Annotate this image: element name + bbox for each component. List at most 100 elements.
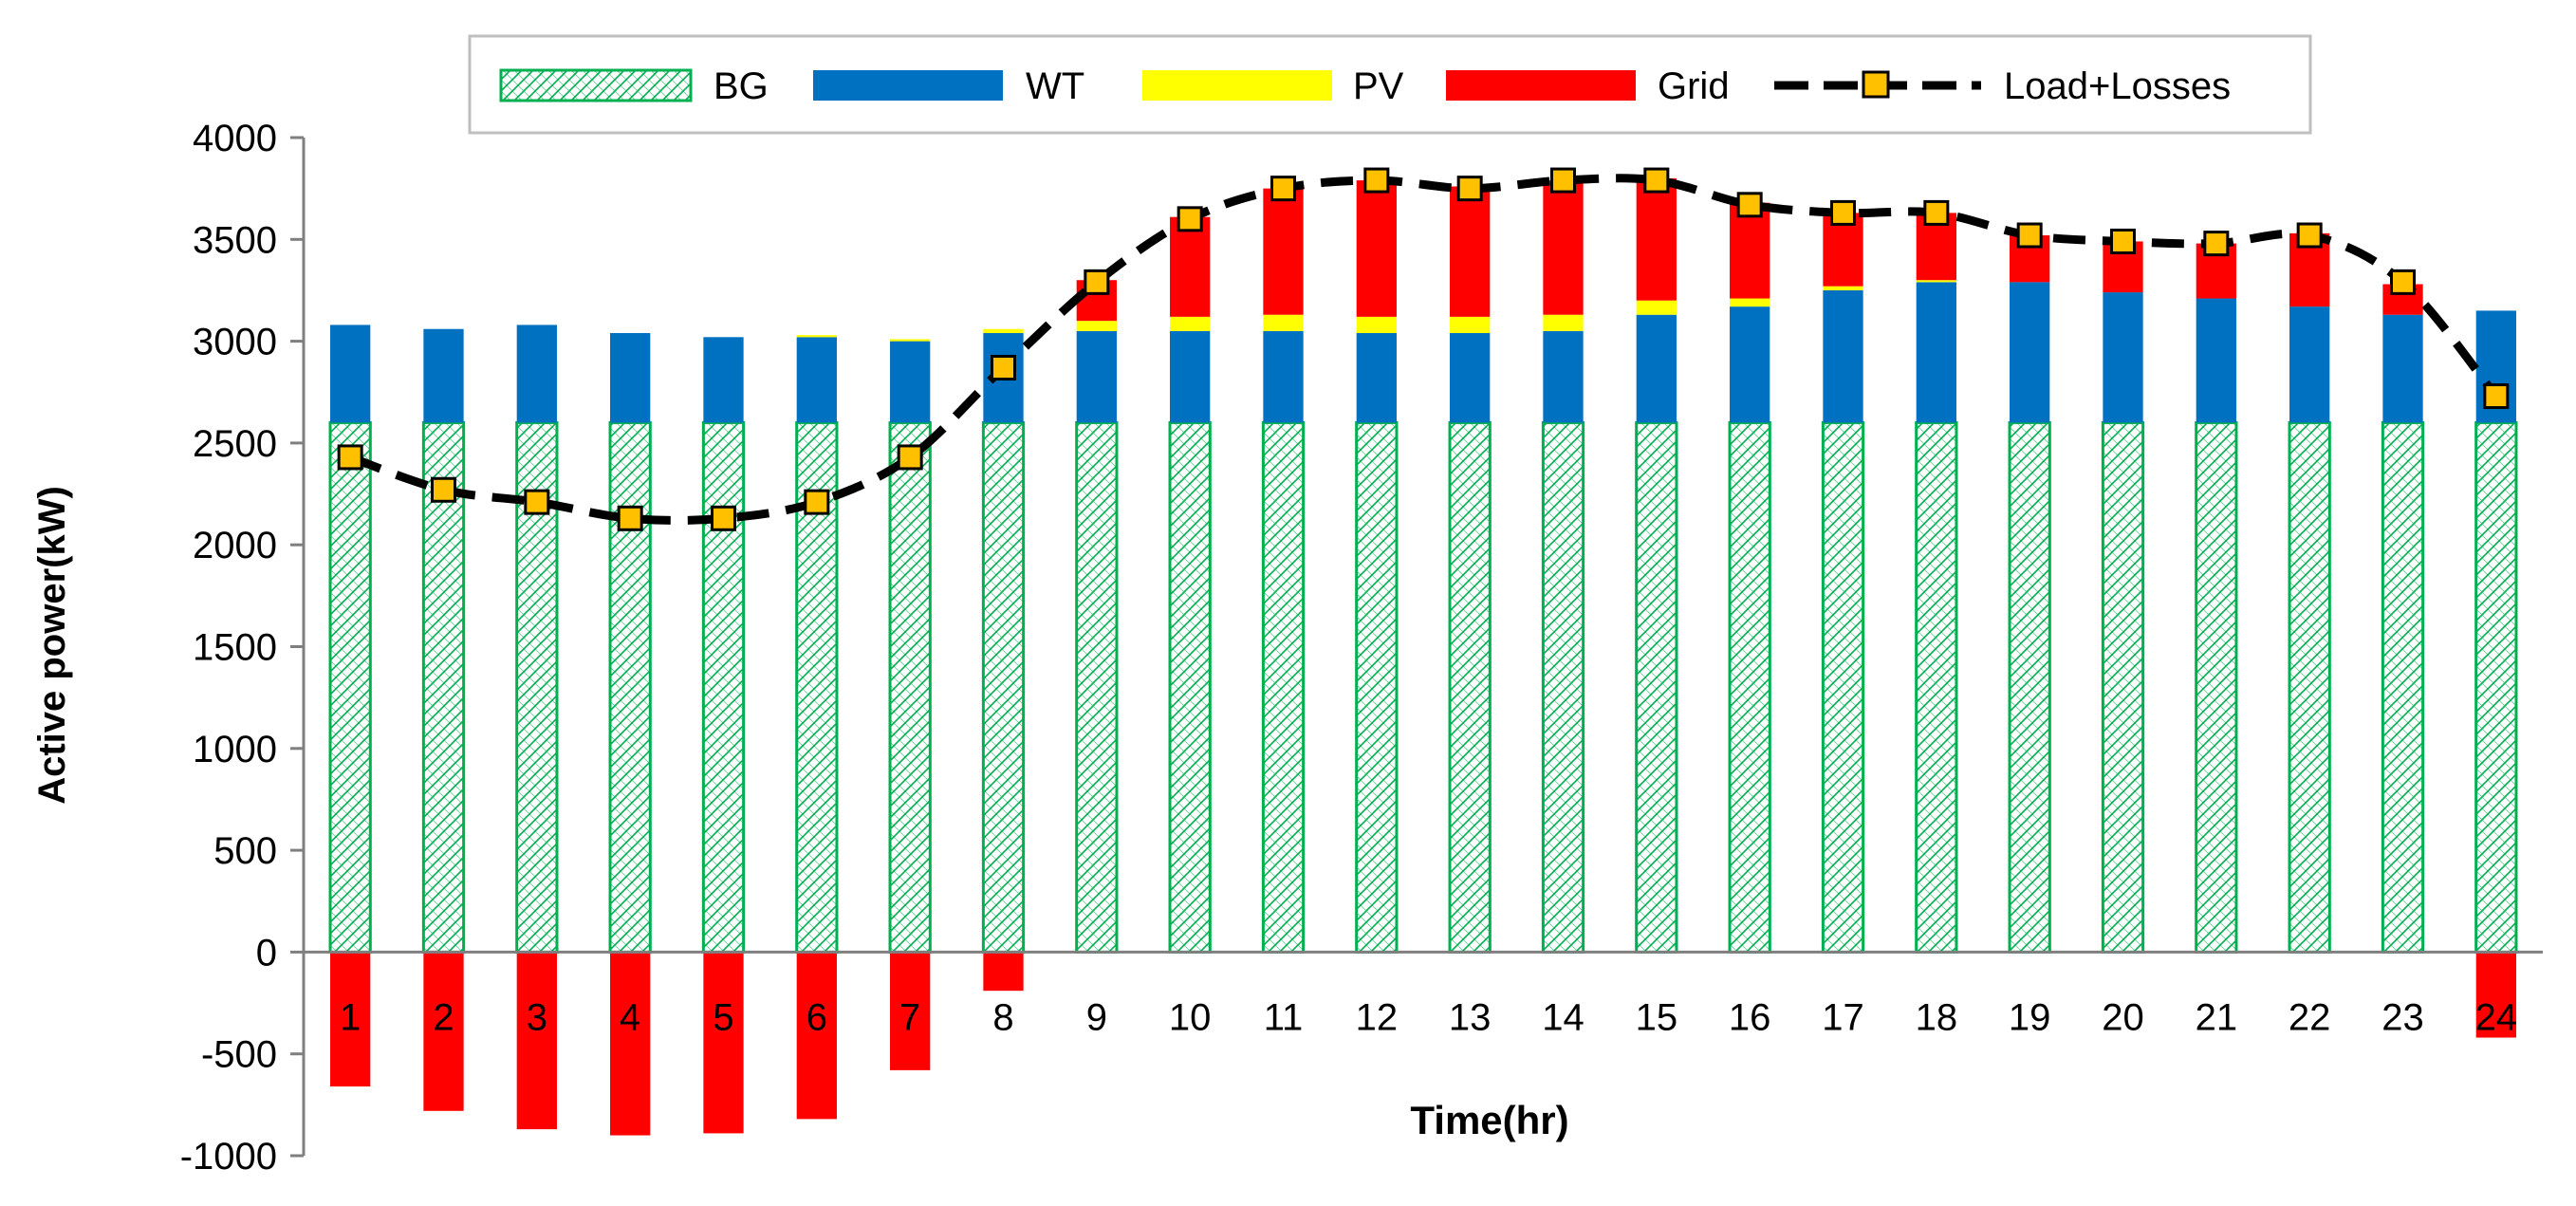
x-tick-label: 15	[1636, 996, 1678, 1038]
bar-bg-1	[328, 420, 372, 954]
bar-wt-5	[703, 337, 744, 423]
bar-pv-9	[1076, 321, 1117, 331]
bar-wt-16	[1730, 306, 1770, 423]
bar-wt-2	[423, 328, 464, 423]
x-tick-label: 16	[1729, 996, 1771, 1038]
bar-bg-16	[1728, 420, 1771, 954]
y-tick-label: 3500	[193, 219, 277, 261]
bar-wt-6	[796, 337, 837, 423]
y-tick-label: 1500	[193, 627, 277, 669]
bar-grid-14	[1543, 180, 1584, 315]
bar-bg-18	[1915, 420, 1958, 954]
x-tick-label: 17	[1822, 996, 1864, 1038]
x-tick-label: 24	[2475, 996, 2518, 1038]
y-tick-label: 2500	[193, 423, 277, 465]
bar-wt-18	[1916, 282, 1956, 423]
x-axis-title: Time(hr)	[1410, 1098, 1568, 1142]
bar-wt-3	[516, 325, 557, 423]
bar-wt-22	[2289, 306, 2330, 423]
legend-swatch-wt	[813, 70, 1003, 101]
marker-load-losses-12	[1363, 167, 1390, 194]
legend-frame	[468, 34, 2312, 135]
marker-load-losses-17	[1830, 199, 1856, 226]
y-tick-label: 500	[213, 830, 277, 872]
bar-wt-20	[2103, 292, 2143, 423]
bar-grid-6	[796, 952, 837, 1120]
y-tick-label: 0	[256, 932, 277, 974]
bar-bg-12	[1355, 420, 1399, 954]
bar-bg-5	[701, 420, 746, 954]
bar-wt-1	[330, 325, 371, 423]
bar-grid-7	[890, 952, 931, 1070]
x-tick-label: 3	[527, 996, 547, 1038]
bar-pv-12	[1356, 316, 1397, 334]
bar-bg-24	[2474, 420, 2518, 954]
bar-pv-6	[796, 335, 837, 338]
marker-load-losses-10	[1177, 206, 1203, 232]
y-tick-label: 3000	[193, 322, 277, 363]
bar-grid-13	[1450, 186, 1491, 317]
legend-label-load: Load+Losses	[2004, 65, 2231, 107]
bar-bg-17	[1821, 420, 1865, 954]
bar-wt-9	[1076, 330, 1117, 423]
bar-grid-15	[1636, 177, 1677, 301]
series-line-load-losses	[348, 174, 2500, 525]
bar-wt-4	[610, 333, 651, 423]
x-tick-label: 10	[1169, 996, 1212, 1038]
x-axis-tick-labels: 1 2 3 4 5 6 7 8 9 10 11 12 13 14 15 16 17 18 19 20 21 22 23 24	[340, 996, 2517, 1038]
bar-pv-16	[1730, 298, 1770, 307]
x-tick-label: 23	[2381, 996, 2424, 1038]
marker-load-losses-11	[1270, 176, 1296, 202]
bar-grid-24	[2475, 952, 2516, 1038]
bar-pv-10	[1170, 316, 1211, 331]
marker-load-losses-23	[2390, 269, 2416, 295]
marker-load-losses-5	[711, 505, 736, 531]
bar-pv-8	[983, 328, 1024, 334]
y-tick-label: 4000	[193, 118, 277, 159]
bar-bg-7	[888, 420, 932, 954]
marker-load-losses-24	[2483, 383, 2510, 410]
bar-bg-14	[1541, 420, 1585, 954]
legend-label-pv: PV	[1353, 65, 1404, 107]
bar-bg-8	[981, 420, 1026, 954]
x-tick-label: 2	[433, 996, 454, 1038]
bar-bg-22	[2288, 420, 2331, 954]
x-tick-label: 19	[2009, 996, 2051, 1038]
x-tick-label: 12	[1356, 996, 1399, 1038]
x-tick-label: 14	[1542, 996, 1585, 1038]
bar-pv-17	[1823, 286, 1863, 290]
bar-bg-15	[1635, 420, 1678, 954]
marker-load-losses-9	[1084, 269, 1110, 295]
x-tick-label: 8	[992, 996, 1013, 1038]
legend-swatch-grid	[1446, 70, 1636, 101]
bar-wt-17	[1823, 289, 1863, 423]
marker-load-losses-14	[1550, 167, 1576, 194]
legend-label-grid: Grid	[1658, 65, 1730, 107]
marker-load-losses-7	[897, 444, 923, 471]
bar-grid-1	[330, 952, 371, 1087]
x-tick-label: 18	[1916, 996, 1958, 1038]
bar-pv-18	[1916, 280, 1956, 283]
bar-wt-7	[890, 341, 931, 423]
bar-grid-12	[1356, 180, 1397, 317]
bar-grid-3	[516, 952, 557, 1130]
bar-wt-21	[2196, 298, 2236, 423]
marker-load-losses-16	[1736, 192, 1763, 218]
marker-load-losses-4	[617, 505, 643, 531]
bar-wt-13	[1450, 333, 1491, 423]
bar-bg-19	[2008, 420, 2051, 954]
marker-load-losses-3	[524, 489, 550, 515]
bar-pv-14	[1543, 314, 1584, 331]
x-tick-label: 5	[713, 996, 733, 1038]
bar-bg-23	[2381, 420, 2425, 954]
y-axis: -1000 -500 0 500 1000 1500 2000 2500 3000 3500 400…	[180, 118, 306, 1178]
marker-load-losses-13	[1456, 176, 1483, 202]
bar-pv-7	[890, 339, 931, 342]
x-tick-label: 9	[1086, 996, 1107, 1038]
bar-wt-14	[1543, 330, 1584, 423]
legend-swatch-pv	[1142, 70, 1332, 101]
bar-wt-12	[1356, 333, 1397, 423]
bar-grid-4	[610, 952, 651, 1136]
marker-load-losses-6	[804, 489, 830, 515]
